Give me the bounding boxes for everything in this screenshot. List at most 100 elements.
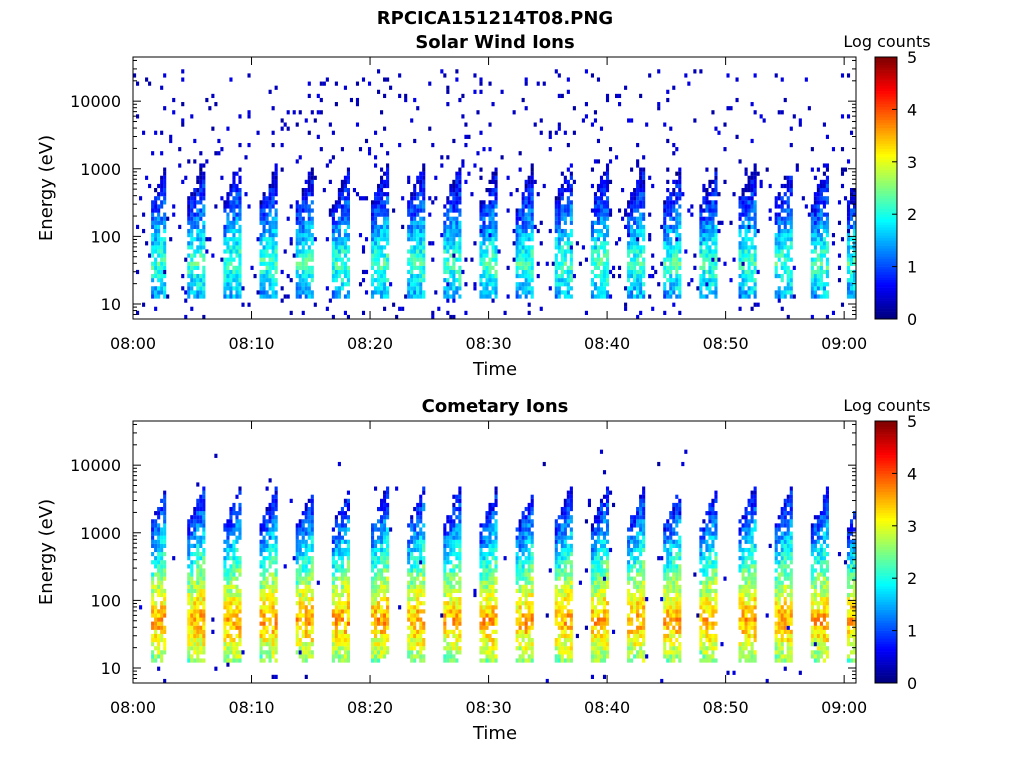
cometary-heatmap-cell — [193, 625, 197, 630]
solar-wind-heatmap-cell — [232, 278, 236, 283]
solar-wind-heatmap-cell — [521, 282, 525, 287]
solar-wind-heatmap-cell — [554, 196, 558, 201]
cometary-heatmap-cell — [271, 588, 275, 594]
cometary-heatmap-cell — [262, 543, 266, 548]
solar-wind-heatmap-cell — [337, 273, 341, 279]
cometary-heatmap-cell — [172, 556, 176, 561]
solar-wind-heatmap-cell — [618, 237, 622, 242]
solar-wind-heatmap-cell — [744, 241, 748, 246]
cometary-heatmap-cell — [331, 584, 335, 589]
solar-wind-heatmap-cell — [449, 245, 453, 250]
solar-wind-heatmap-cell — [780, 253, 784, 258]
solar-wind-heatmap-cell — [232, 228, 236, 234]
cometary-heatmap-cell — [193, 523, 197, 528]
solar-wind-heatmap-cell — [374, 290, 378, 295]
cometary-heatmap-cell — [265, 609, 269, 614]
solar-wind-heatmap-cell — [271, 204, 275, 209]
solar-wind-heatmap-cell — [301, 233, 305, 238]
cometary-heatmap-cell — [199, 568, 203, 573]
solar-wind-heatmap-cell — [515, 282, 519, 287]
cometary-heatmap-cell — [407, 654, 411, 659]
solar-wind-heatmap-cell — [265, 269, 269, 275]
solar-wind-heatmap-cell — [247, 73, 251, 78]
solar-wind-heatmap-cell — [160, 175, 164, 180]
solar-wind-heatmap-cell — [377, 208, 381, 213]
solar-wind-heatmap-cell — [846, 269, 851, 275]
cometary-heatmap-cell — [386, 506, 390, 512]
solar-wind-heatmap-cell — [458, 253, 462, 258]
solar-wind-heatmap-cell — [530, 208, 534, 213]
solar-wind-heatmap-cell — [678, 245, 682, 250]
solar-wind-heatmap-cell — [238, 249, 242, 254]
solar-wind-heatmap-cell — [624, 302, 628, 307]
solar-wind-heatmap-cell — [232, 257, 236, 262]
solar-wind-heatmap-cell — [515, 188, 519, 193]
solar-wind-heatmap-cell — [485, 273, 489, 279]
solar-wind-heatmap-cell — [193, 261, 197, 266]
solar-wind-heatmap-cell — [298, 286, 302, 291]
solar-wind-heatmap-cell — [515, 294, 519, 299]
cometary-heatmap-cell — [419, 519, 423, 524]
cometary-heatmap-cell — [298, 576, 302, 581]
cometary-heatmap-cell — [271, 609, 275, 614]
solar-wind-heatmap-cell — [813, 249, 817, 254]
solar-wind-heatmap-cell — [160, 286, 164, 291]
solar-wind-colorbar-segment — [875, 263, 897, 267]
solar-wind-heatmap-cell — [419, 290, 423, 295]
solar-wind-heatmap-cell — [822, 163, 826, 168]
solar-wind-heatmap-cell — [355, 102, 360, 107]
solar-wind-heatmap-cell — [786, 200, 790, 205]
solar-wind-heatmap-cell — [220, 196, 224, 201]
solar-wind-heatmap-cell — [482, 147, 486, 152]
solar-wind-colorbar-segment — [875, 70, 897, 74]
solar-wind-heatmap-cell — [675, 241, 679, 246]
cometary-heatmap-cell — [160, 605, 164, 610]
solar-wind-heatmap-cell — [714, 265, 718, 270]
solar-wind-heatmap-cell — [334, 253, 338, 258]
solar-wind-heatmap-cell — [630, 196, 634, 201]
cometary-heatmap-cell — [346, 658, 350, 663]
solar-wind-heatmap-cell — [482, 249, 486, 254]
cometary-heatmap-cell — [202, 613, 206, 618]
solar-wind-heatmap-cell — [714, 204, 718, 209]
solar-wind-heatmap-cell — [247, 204, 251, 209]
solar-wind-heatmap-cell — [596, 216, 601, 221]
solar-wind-heatmap-cell — [714, 126, 718, 131]
cometary-heatmap-cell — [419, 609, 423, 614]
solar-wind-heatmap-cell — [551, 261, 555, 266]
solar-wind-heatmap-cell — [416, 175, 420, 180]
cometary-heatmap-cell — [157, 547, 161, 553]
solar-wind-heatmap-cell — [458, 237, 462, 242]
solar-wind-heatmap-cell — [789, 216, 793, 221]
solar-wind-heatmap-cell — [271, 183, 275, 189]
solar-wind-heatmap-cell — [639, 216, 643, 221]
cometary-heatmap-cell — [202, 511, 206, 516]
cometary-heatmap-cell — [301, 560, 305, 565]
cometary-heatmap-cell — [422, 584, 426, 589]
cometary-heatmap-cell — [163, 642, 167, 647]
solar-wind-heatmap-cell — [262, 228, 266, 234]
solar-wind-heatmap-cell — [642, 188, 646, 193]
solar-wind-colorbar-segment — [875, 235, 897, 239]
solar-wind-heatmap-cell — [663, 257, 667, 262]
solar-wind-heatmap-cell — [380, 208, 384, 213]
cometary-heatmap-cell — [413, 560, 417, 565]
solar-wind-heatmap-cell — [229, 77, 233, 82]
solar-wind-heatmap-cell — [380, 179, 384, 184]
solar-wind-heatmap-cell — [852, 257, 857, 262]
solar-wind-heatmap-cell — [627, 273, 631, 279]
cometary-heatmap-cell — [274, 486, 278, 491]
solar-wind-heatmap-cell — [485, 269, 489, 275]
solar-wind-heatmap-cell — [822, 179, 826, 184]
cometary-heatmap-cell — [163, 490, 167, 495]
solar-wind-heatmap-cell — [605, 208, 610, 213]
solar-wind-heatmap-cell — [810, 208, 814, 213]
cometary-heatmap-cell — [268, 543, 272, 548]
solar-wind-heatmap-cell — [274, 290, 278, 295]
solar-wind-heatmap-cell — [374, 204, 378, 209]
solar-wind-heatmap-cell — [693, 118, 697, 123]
solar-wind-heatmap-cell — [813, 257, 817, 262]
cometary-heatmap-cell — [340, 523, 344, 528]
cometary-heatmap-cell — [160, 547, 164, 553]
solar-wind-heatmap-cell — [744, 228, 748, 234]
